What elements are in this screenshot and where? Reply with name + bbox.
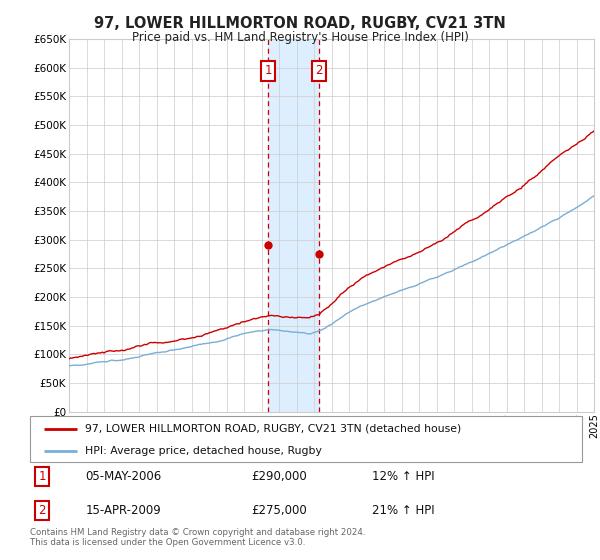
Text: 1: 1 [38,470,46,483]
Text: 2: 2 [316,64,323,77]
FancyBboxPatch shape [30,416,582,462]
Text: 1: 1 [264,64,272,77]
Text: £290,000: £290,000 [251,470,307,483]
Text: 15-APR-2009: 15-APR-2009 [85,504,161,517]
Text: 2: 2 [38,504,46,517]
Bar [268,39,319,412]
Text: 12% ↑ HPI: 12% ↑ HPI [372,470,435,483]
Text: 05-MAY-2006: 05-MAY-2006 [85,470,161,483]
Text: Contains HM Land Registry data © Crown copyright and database right 2024.
This d: Contains HM Land Registry data © Crown c… [30,528,365,547]
Text: 97, LOWER HILLMORTON ROAD, RUGBY, CV21 3TN: 97, LOWER HILLMORTON ROAD, RUGBY, CV21 3… [94,16,506,31]
Text: Price paid vs. HM Land Registry's House Price Index (HPI): Price paid vs. HM Land Registry's House … [131,31,469,44]
Text: £275,000: £275,000 [251,504,307,517]
Text: HPI: Average price, detached house, Rugby: HPI: Average price, detached house, Rugb… [85,446,322,455]
Text: 21% ↑ HPI: 21% ↑ HPI [372,504,435,517]
Text: 97, LOWER HILLMORTON ROAD, RUGBY, CV21 3TN (detached house): 97, LOWER HILLMORTON ROAD, RUGBY, CV21 3… [85,424,461,434]
